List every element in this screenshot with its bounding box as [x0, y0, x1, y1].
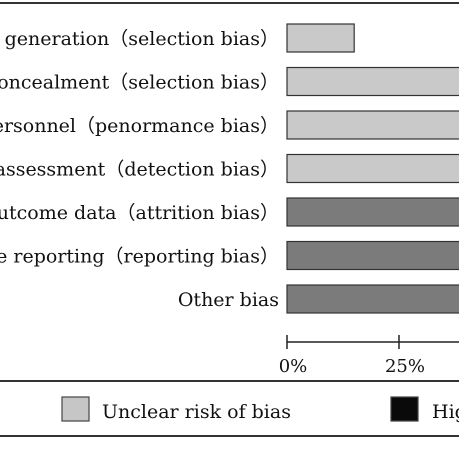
- bar-segment-dark: [286, 197, 459, 227]
- bar-group: [286, 23, 459, 314]
- category-label: outcome data（attrition bias）: [0, 202, 279, 224]
- category-label: ive reporting（reporting bias）: [0, 246, 279, 268]
- category-label: e assessment（detection bias）: [0, 159, 279, 181]
- chart-frame: [0, 2, 459, 437]
- bar-segment-unclear: [286, 110, 459, 140]
- legend: Unclear risk of bias Hig: [61, 396, 459, 423]
- category-label: ce generation（selection bias）: [0, 28, 279, 50]
- legend-swatch-high: [390, 396, 419, 422]
- bar-segment-unclear: [286, 66, 459, 97]
- legend-label-high: Hig: [432, 401, 459, 423]
- x-axis: 0% 25%: [279, 335, 459, 377]
- bar-segment-unclear: [286, 23, 355, 53]
- bar-segment-dark: [286, 284, 459, 314]
- category-label: concealment（selection bias）: [0, 72, 279, 94]
- category-labels: ce generation（selection bias） concealment…: [0, 28, 279, 311]
- legend-swatch-unclear: [61, 396, 90, 422]
- bar-segment-dark: [286, 240, 459, 271]
- bar-segment-unclear: [286, 153, 459, 184]
- legend-label-unclear: Unclear risk of bias: [102, 401, 291, 423]
- x-tick-label: 0%: [279, 356, 308, 377]
- x-tick-label: 25%: [385, 356, 425, 377]
- category-label: Other bias: [178, 289, 279, 311]
- category-label: personnel（penormance bias）: [0, 115, 279, 137]
